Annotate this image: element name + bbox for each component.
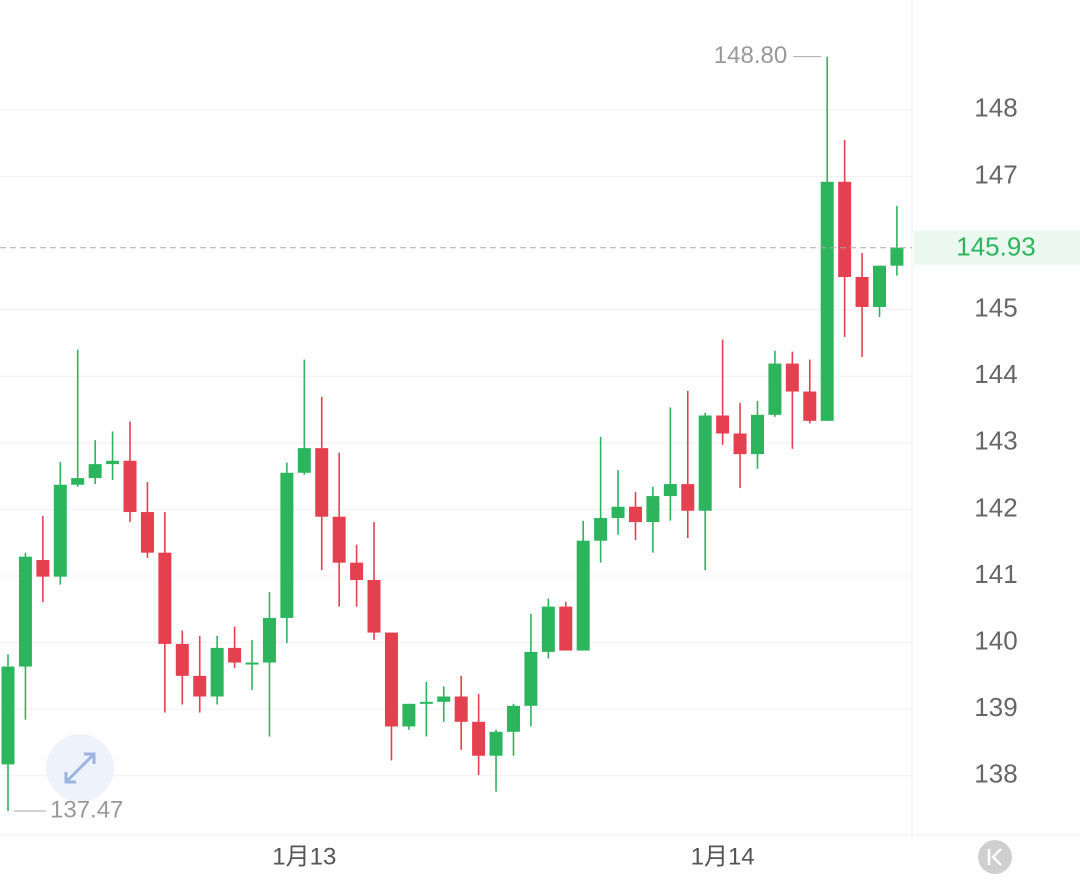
candle-body — [698, 415, 712, 511]
candle-body — [228, 647, 242, 663]
last-price-bg — [914, 230, 1080, 265]
candle-body — [472, 721, 486, 756]
y-tick-label: 148 — [974, 93, 1017, 123]
candle-body — [768, 363, 782, 415]
candle-body — [663, 484, 677, 497]
candle-body — [437, 696, 451, 702]
candle-body — [855, 277, 869, 307]
candle-body — [158, 552, 172, 644]
candle-body — [245, 662, 259, 665]
candle-body — [18, 556, 32, 667]
candle-body — [402, 703, 416, 727]
y-tick-label: 142 — [974, 492, 1017, 522]
reset-button[interactable] — [978, 840, 1012, 874]
candle-body — [367, 579, 381, 633]
x-tick-label: 1月14 — [691, 843, 755, 870]
candle-body — [576, 540, 590, 651]
candle-body — [210, 647, 224, 697]
candle-body — [611, 506, 625, 519]
y-tick-label: 144 — [974, 359, 1017, 389]
candle-body — [890, 247, 904, 266]
candle-body — [88, 464, 102, 479]
candle-body — [454, 696, 468, 722]
last-price-label: 145.93 — [956, 232, 1036, 262]
candle-body — [53, 484, 67, 577]
candle-body — [140, 512, 154, 553]
candle-body — [716, 415, 730, 434]
y-tick-label: 138 — [974, 759, 1017, 789]
candle-body — [541, 606, 555, 652]
candle-body — [1, 666, 15, 765]
candle-body — [873, 265, 886, 307]
y-tick-label: 143 — [974, 426, 1017, 456]
candle-body — [36, 559, 50, 577]
candle-body — [384, 632, 398, 727]
candle-body — [332, 516, 346, 563]
candle-body — [315, 448, 329, 517]
y-tick-label: 140 — [974, 625, 1017, 655]
candle-body — [506, 705, 520, 732]
max-label: 148.80 — [714, 42, 787, 69]
candle-body — [106, 460, 120, 465]
candle-body — [175, 643, 189, 676]
reset-bg — [978, 840, 1012, 874]
candle-body — [803, 391, 817, 421]
candle-body — [193, 675, 207, 697]
candle-body — [297, 448, 311, 473]
candle-body — [820, 181, 834, 421]
candle-body — [419, 701, 433, 704]
candle-body — [489, 731, 503, 756]
y-tick-label: 141 — [974, 559, 1017, 589]
reset-icon — [987, 848, 1002, 866]
candle-body — [262, 617, 276, 663]
candle-body — [280, 472, 294, 618]
candle-body — [628, 506, 642, 523]
candle-body — [594, 518, 608, 541]
candle-body — [559, 606, 573, 651]
candle-body — [123, 460, 137, 513]
candle-body — [524, 651, 538, 706]
min-label: 137.47 — [50, 796, 123, 823]
candle-body — [785, 363, 799, 392]
y-tick-label: 147 — [974, 159, 1017, 189]
candle-body — [733, 433, 747, 455]
candle-body — [750, 414, 764, 455]
candle-body — [838, 181, 852, 278]
candle-body — [646, 496, 660, 523]
candle-body — [681, 484, 695, 511]
candle-body — [350, 562, 364, 580]
expand-icon — [64, 752, 96, 784]
x-tick-label: 1月13 — [272, 843, 336, 870]
y-tick-label: 145 — [974, 293, 1017, 323]
candle-body — [71, 478, 85, 485]
y-tick-label: 139 — [974, 692, 1017, 722]
expand-button[interactable] — [46, 734, 114, 802]
